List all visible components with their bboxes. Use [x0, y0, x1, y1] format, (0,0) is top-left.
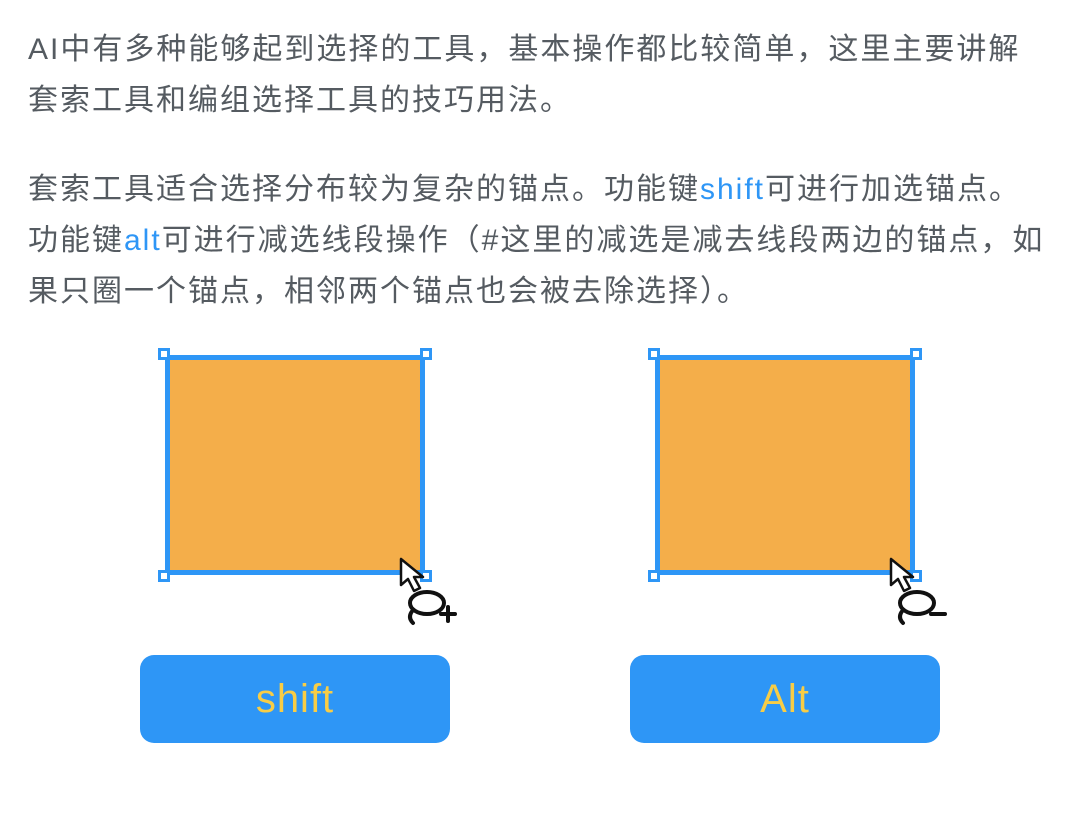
- text: AI中有多种能够起到选择的工具，基本操作都比较简单，这里主要讲解套索工具和编组选…: [28, 33, 1020, 117]
- alt-key-text: alt: [124, 224, 162, 257]
- text: 可进行减选线段操作（#这里的减选是减去线段两边的锚点，如果只圈一个锚点，相邻两个…: [28, 224, 1044, 308]
- handle-bottom-left: [648, 570, 660, 582]
- selection-box: [165, 355, 425, 575]
- diagram-shift: shift: [140, 355, 450, 743]
- text: 套索工具适合选择分布较为复杂的锚点。功能键: [28, 173, 700, 206]
- handle-bottom-left: [158, 570, 170, 582]
- shift-keycap: shift: [140, 655, 450, 743]
- intro-paragraph-2: 套索工具适合选择分布较为复杂的锚点。功能键shift可进行加选锚点。功能键alt…: [28, 164, 1052, 317]
- selection-box: [655, 355, 915, 575]
- selected-rectangle: [655, 355, 915, 575]
- handle-top-left: [158, 348, 170, 360]
- selected-rectangle: [165, 355, 425, 575]
- lasso-subtract-cursor-icon: [883, 555, 955, 627]
- lasso-add-cursor-icon: [393, 555, 465, 627]
- handle-top-right: [910, 348, 922, 360]
- shift-key-text: shift: [700, 173, 765, 206]
- diagram-row: shift Alt: [28, 355, 1052, 743]
- handle-top-right: [420, 348, 432, 360]
- handle-top-left: [648, 348, 660, 360]
- intro-paragraph-1: AI中有多种能够起到选择的工具，基本操作都比较简单，这里主要讲解套索工具和编组选…: [28, 24, 1052, 126]
- diagram-alt: Alt: [630, 355, 940, 743]
- alt-keycap: Alt: [630, 655, 940, 743]
